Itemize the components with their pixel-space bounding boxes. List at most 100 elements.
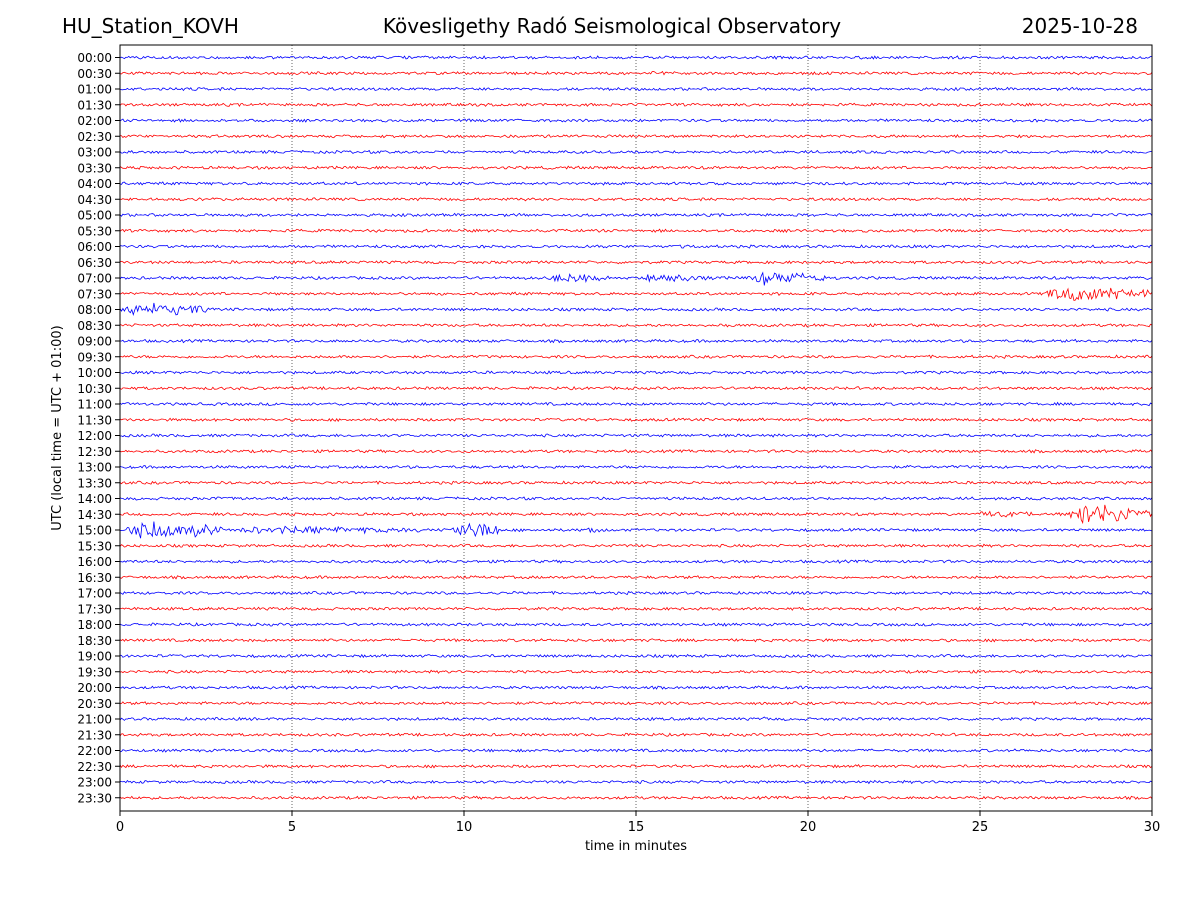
- trace-line: [119, 118, 1153, 123]
- trace-line: [119, 386, 1153, 391]
- y-tick-label: 16:00: [77, 555, 112, 569]
- y-tick-label: 08:00: [77, 303, 112, 317]
- y-tick-label: 12:30: [77, 445, 112, 459]
- y-tick-label: 00:30: [77, 67, 112, 81]
- x-tick-label: 25: [972, 820, 989, 835]
- trace-group: [119, 55, 1153, 801]
- y-tick-label: 05:00: [77, 209, 112, 223]
- y-tick-label: 02:00: [77, 114, 112, 128]
- x-tick-label: 10: [456, 820, 473, 835]
- y-tick-label: 13:00: [77, 461, 112, 475]
- trace-line: [119, 449, 1153, 454]
- trace-line: [119, 748, 1153, 753]
- trace-line: [119, 323, 1153, 328]
- trace-line: [119, 433, 1153, 438]
- trace-line: [119, 338, 1153, 344]
- trace-line: [119, 287, 1153, 301]
- trace-line: [119, 228, 1153, 234]
- trace-line: [120, 559, 1153, 564]
- trace-line: [119, 622, 1153, 627]
- y-tick-label: 04:30: [77, 193, 112, 207]
- trace-line: [119, 354, 1153, 359]
- y-tick-label: 22:00: [77, 744, 112, 758]
- x-axis-label: time in minutes: [585, 839, 687, 854]
- trace-line: [119, 271, 1153, 286]
- trace-line: [119, 197, 1153, 202]
- y-tick-label: 02:30: [77, 130, 112, 144]
- trace-line: [119, 504, 1153, 525]
- y-tick-label: 10:00: [77, 366, 112, 380]
- y-tick-label: 19:30: [77, 665, 112, 679]
- trace-line: [119, 575, 1153, 580]
- grid-lines: [291, 45, 981, 811]
- x-tick-label: 15: [628, 820, 645, 835]
- trace-line: [119, 464, 1153, 470]
- y-axis-label: UTC (local time = UTC + 01:00): [50, 325, 65, 530]
- trace-line: [119, 260, 1153, 265]
- y-tick-label: 14:30: [77, 508, 112, 522]
- trace-line: [119, 685, 1153, 690]
- x-tick-label: 30: [1144, 820, 1161, 835]
- y-tick-label: 21:00: [77, 713, 112, 727]
- trace-line: [119, 302, 1152, 316]
- trace-line: [119, 70, 1153, 76]
- trace-line: [119, 244, 1153, 249]
- y-tick-label: 18:00: [77, 618, 112, 632]
- y-tick-label: 03:00: [77, 146, 112, 160]
- trace-line: [119, 779, 1153, 785]
- x-tick-label: 20: [800, 820, 817, 835]
- trace-line: [119, 764, 1153, 769]
- y-tick-label: 12:00: [77, 429, 112, 443]
- observatory-title: Kövesligethy Radó Seismological Observat…: [382, 14, 842, 38]
- x-tick-label: 5: [288, 820, 296, 835]
- trace-line: [119, 521, 1153, 539]
- trace-line: [119, 55, 1153, 60]
- trace-line: [119, 716, 1153, 722]
- trace-line: [119, 102, 1153, 107]
- y-tick-label: 18:30: [77, 634, 112, 648]
- trace-line: [119, 496, 1153, 501]
- trace-line: [119, 701, 1153, 706]
- y-tick-label: 13:30: [77, 476, 112, 490]
- trace-line: [119, 637, 1153, 643]
- trace-line: [119, 732, 1153, 737]
- x-tick-label: 0: [116, 820, 124, 835]
- y-tick-label: 23:00: [77, 776, 112, 790]
- y-tick-label: 19:00: [77, 650, 112, 664]
- y-tick-label: 06:00: [77, 240, 112, 254]
- trace-line: [119, 543, 1152, 548]
- y-tick-label: 06:30: [77, 256, 112, 270]
- y-tick-label: 09:00: [77, 335, 112, 349]
- y-tick-label: 01:00: [77, 83, 112, 97]
- y-tick-label: 21:30: [77, 728, 112, 742]
- trace-line: [119, 370, 1153, 375]
- trace-line: [120, 606, 1153, 611]
- y-tick-label: 16:30: [77, 571, 112, 585]
- station-title: HU_Station_KOVH: [62, 14, 239, 38]
- y-tick-label: 15:00: [77, 524, 112, 538]
- y-tick-label: 01:30: [77, 98, 112, 112]
- y-tick-label: 20:00: [77, 681, 112, 695]
- y-tick-label: 10:30: [77, 382, 112, 396]
- trace-line: [119, 86, 1153, 92]
- trace-line: [119, 165, 1153, 170]
- y-tick-label: 07:30: [77, 287, 112, 301]
- trace-line: [119, 149, 1153, 155]
- date-title: 2025-10-28: [1021, 14, 1138, 38]
- y-tick-label: 09:30: [77, 350, 112, 364]
- y-tick-label: 03:30: [77, 161, 112, 175]
- trace-line: [119, 134, 1153, 139]
- y-tick-label: 20:30: [77, 697, 112, 711]
- trace-line: [119, 212, 1153, 218]
- x-axis: 0 5 10 15 20 25 30: [116, 811, 1160, 835]
- y-tick-label: 15:30: [77, 539, 112, 553]
- y-tick-label: 17:30: [77, 602, 112, 616]
- y-tick-label: 17:00: [77, 587, 112, 601]
- trace-line: [119, 401, 1153, 407]
- trace-line: [119, 669, 1153, 674]
- y-tick-label: 00:00: [77, 51, 112, 65]
- trace-line: [119, 417, 1153, 422]
- trace-line: [119, 795, 1153, 801]
